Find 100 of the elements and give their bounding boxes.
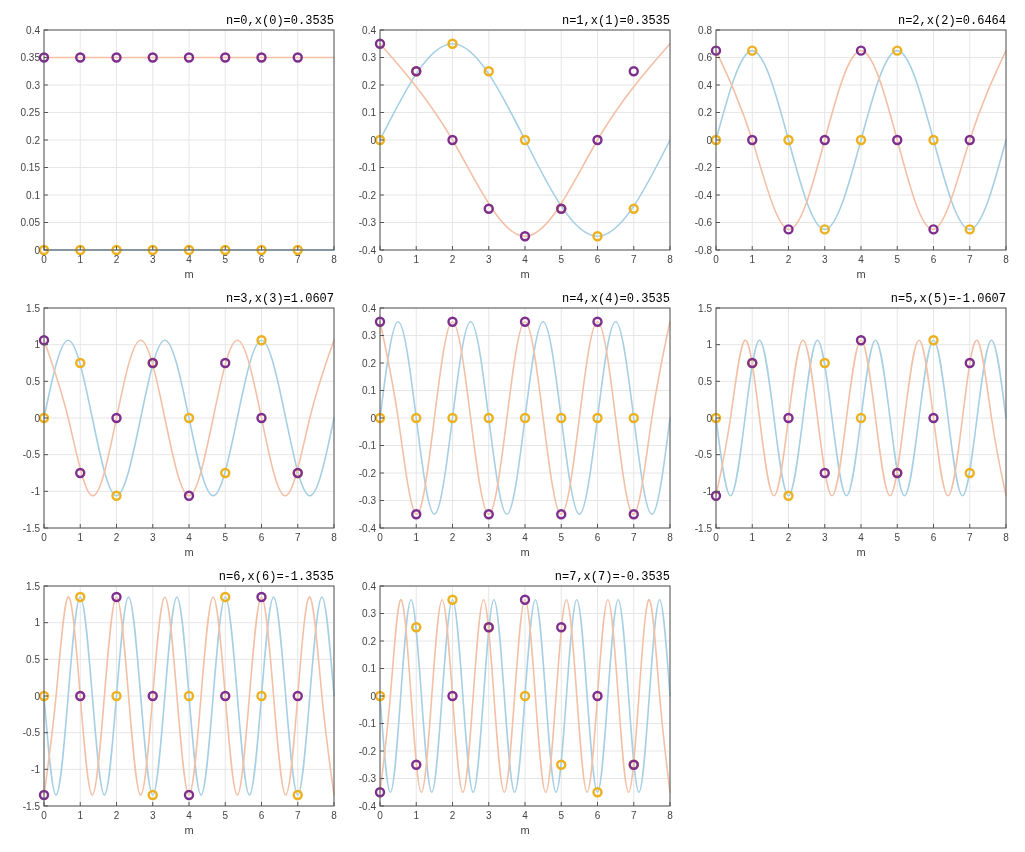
x-tick-label: 8 (667, 810, 674, 821)
x-tick-label: 2 (449, 810, 456, 821)
x-tick-label: 4 (522, 254, 529, 265)
x-tick-label: 8 (1003, 532, 1010, 543)
y-tick-label: 0 (34, 690, 41, 702)
y-tick-label: -0.2 (694, 162, 713, 173)
y-tick-label: 0.5 (698, 375, 713, 387)
text: n=2,x(2)=0.6464 (897, 14, 1006, 28)
x-tick-label: 2 (113, 810, 120, 821)
y-tick-label: 0.2 (698, 107, 713, 118)
y-tick-label: 0.2 (362, 357, 377, 369)
x-tick-label: 6 (594, 532, 601, 543)
x-tick-label: 8 (331, 254, 338, 265)
y-tick-label: 0.35 (20, 52, 41, 63)
y-tick-label: 0.8 (698, 24, 713, 36)
x-tick-label: 3 (149, 810, 156, 821)
y-tick-label: 0.15 (20, 162, 41, 173)
x-tick-label: 4 (522, 532, 529, 543)
y-tick-label: 0.4 (362, 24, 377, 36)
y-tick-label: 1.5 (698, 302, 713, 314)
y-tick-label: 0.2 (26, 134, 41, 146)
y-tick-label: 0.1 (26, 189, 41, 201)
y-tick-label: 0.4 (362, 580, 377, 592)
x-tick-label: 6 (258, 810, 265, 821)
x-axis-title: m (184, 824, 194, 836)
y-tick-label: -0.4 (358, 244, 377, 256)
y-tick-label: -0.4 (694, 189, 713, 201)
x-tick-label: 8 (331, 532, 338, 543)
x-tick-label: 1 (413, 532, 420, 543)
y-tick-label: 0.4 (698, 79, 713, 91)
x-tick-label: 2 (449, 254, 456, 265)
x-tick-label: 4 (522, 810, 529, 821)
x-axis-title: m (856, 268, 866, 280)
x-tick-label: 3 (821, 532, 828, 543)
x-tick-label: 5 (894, 532, 901, 543)
text: n=1,x(1)=0.3535 (561, 14, 670, 28)
text: n=0,x(0)=0.3535 (225, 14, 334, 28)
x-tick-label: 6 (930, 532, 937, 543)
x-axis-title: m (520, 546, 530, 558)
x-tick-label: 7 (630, 810, 637, 821)
y-tick-label: 1 (34, 617, 41, 629)
y-tick-label: -0.4 (358, 800, 377, 812)
y-tick-label: -0.1 (358, 162, 377, 173)
x-tick-label: 7 (630, 254, 637, 265)
x-tick-label: 7 (966, 532, 973, 543)
x-tick-label: 7 (294, 532, 301, 543)
y-tick-label: -0.2 (358, 189, 377, 201)
x-tick-label: 5 (558, 810, 565, 821)
text: n=6,x(6)=-1.3535 (218, 570, 334, 584)
x-tick-label: 4 (186, 532, 193, 543)
y-tick-label: -0.1 (358, 440, 377, 451)
y-tick-label: -0.3 (358, 217, 377, 228)
x-tick-label: 3 (149, 254, 156, 265)
x-tick-label: 6 (594, 810, 601, 821)
y-tick-label: -0.3 (358, 495, 377, 506)
y-tick-label: 0.3 (362, 608, 377, 619)
y-tick-label: 0.05 (20, 217, 41, 228)
x-tick-label: 1 (77, 532, 84, 543)
y-tick-label: -1.5 (22, 522, 41, 534)
x-axis-title: m (184, 546, 194, 558)
y-tick-label: -0.3 (358, 773, 377, 784)
x-tick-label: 4 (186, 810, 193, 821)
y-tick-label: 0 (706, 134, 713, 146)
y-tick-label: -0.2 (358, 745, 377, 757)
y-tick-label: 0.3 (362, 52, 377, 63)
y-tick-label: 0.1 (362, 107, 377, 118)
y-tick-label: -0.2 (358, 467, 377, 479)
y-tick-label: -1.5 (694, 522, 713, 534)
x-tick-label: 8 (331, 810, 338, 821)
x-tick-label: 5 (222, 532, 229, 543)
x-tick-label: 7 (966, 254, 973, 265)
x-tick-label: 2 (785, 254, 792, 265)
x-tick-label: 8 (1003, 254, 1010, 265)
y-tick-label: -1.5 (22, 800, 41, 812)
x-tick-label: 7 (630, 532, 637, 543)
x-tick-label: 3 (485, 254, 492, 265)
y-tick-label: 0.1 (362, 385, 377, 396)
x-tick-label: 0 (41, 254, 48, 265)
x-tick-label: 2 (449, 532, 456, 543)
x-tick-label: 2 (785, 532, 792, 543)
text: n=4,x(4)=0.3535 (561, 292, 670, 306)
text: n=5,x(5)=-1.0607 (890, 292, 1006, 306)
x-tick-label: 6 (258, 254, 265, 265)
x-tick-label: 0 (41, 810, 48, 821)
y-tick-label: 0 (370, 412, 377, 424)
y-tick-label: 0.6 (698, 52, 713, 63)
x-axis-title: m (856, 546, 866, 558)
x-tick-label: 5 (222, 810, 229, 821)
y-tick-label: 0.1 (362, 663, 377, 674)
x-tick-label: 8 (667, 254, 674, 265)
y-tick-label: -0.5 (22, 449, 41, 461)
y-tick-label: 0.2 (362, 635, 377, 647)
x-tick-label: 1 (749, 532, 756, 543)
x-tick-label: 5 (894, 254, 901, 265)
x-tick-label: 2 (113, 254, 120, 265)
x-axis-title: m (184, 268, 194, 280)
y-tick-label: 1.5 (26, 580, 41, 592)
y-tick-label: 0 (706, 412, 713, 424)
y-tick-label: -0.5 (22, 727, 41, 739)
y-tick-label: 0 (370, 690, 377, 702)
